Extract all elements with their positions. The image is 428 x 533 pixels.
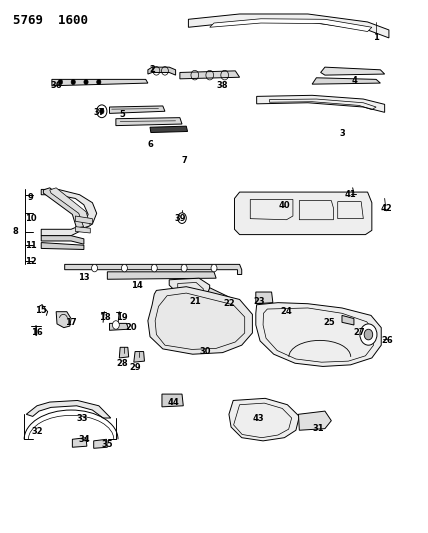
Text: 30: 30 [200, 347, 211, 356]
Circle shape [178, 213, 186, 223]
Text: 2: 2 [149, 66, 155, 74]
Polygon shape [312, 78, 380, 84]
Polygon shape [116, 118, 182, 126]
Polygon shape [50, 188, 90, 228]
Polygon shape [56, 312, 71, 328]
Text: 4: 4 [352, 76, 358, 85]
Text: 21: 21 [189, 296, 201, 305]
Polygon shape [162, 394, 183, 407]
Text: 3: 3 [339, 129, 345, 138]
Polygon shape [148, 287, 253, 354]
Polygon shape [110, 324, 129, 330]
Polygon shape [342, 316, 354, 325]
Polygon shape [52, 79, 148, 86]
Polygon shape [41, 236, 84, 244]
Text: 41: 41 [345, 190, 357, 199]
Polygon shape [107, 272, 216, 279]
Text: 32: 32 [31, 427, 43, 436]
Polygon shape [210, 19, 372, 31]
Polygon shape [235, 192, 372, 235]
Circle shape [181, 264, 187, 272]
Polygon shape [41, 243, 84, 249]
Polygon shape [188, 14, 389, 38]
Text: 1: 1 [373, 34, 379, 43]
Text: 25: 25 [323, 318, 335, 327]
Text: 11: 11 [25, 241, 36, 250]
Text: 19: 19 [116, 312, 128, 321]
Polygon shape [208, 288, 238, 306]
Circle shape [92, 264, 98, 272]
Text: 6: 6 [147, 140, 153, 149]
Text: 8: 8 [13, 228, 18, 237]
Circle shape [364, 329, 373, 340]
Text: 34: 34 [78, 435, 90, 444]
Polygon shape [75, 216, 92, 224]
Circle shape [211, 264, 217, 272]
Text: 44: 44 [168, 398, 179, 407]
Circle shape [122, 264, 128, 272]
Text: 24: 24 [281, 307, 292, 316]
Text: 22: 22 [223, 299, 235, 308]
Polygon shape [119, 348, 129, 358]
Text: 16: 16 [31, 328, 43, 337]
Polygon shape [26, 400, 111, 418]
Polygon shape [110, 106, 165, 114]
Polygon shape [65, 264, 242, 274]
Text: 7: 7 [181, 156, 187, 165]
Circle shape [71, 79, 75, 85]
Polygon shape [94, 439, 107, 448]
Text: 43: 43 [253, 414, 265, 423]
Text: 28: 28 [116, 359, 128, 368]
Text: 15: 15 [36, 305, 47, 314]
Text: 20: 20 [125, 323, 137, 332]
Circle shape [360, 324, 377, 345]
Polygon shape [229, 398, 299, 441]
Text: 26: 26 [381, 336, 392, 345]
Circle shape [58, 79, 62, 85]
Text: 18: 18 [99, 312, 111, 321]
Text: 13: 13 [78, 273, 90, 281]
Polygon shape [134, 352, 145, 362]
Text: 42: 42 [381, 204, 392, 213]
Text: 37: 37 [93, 108, 104, 117]
Text: 17: 17 [65, 318, 77, 327]
Polygon shape [256, 303, 381, 367]
Circle shape [100, 109, 104, 114]
Text: 10: 10 [25, 214, 36, 223]
Polygon shape [148, 67, 175, 75]
Polygon shape [180, 71, 240, 79]
Text: 31: 31 [313, 424, 324, 433]
Polygon shape [169, 278, 210, 305]
Text: 38: 38 [217, 81, 228, 90]
Polygon shape [298, 411, 331, 430]
Text: 5: 5 [119, 110, 125, 119]
Text: 14: 14 [131, 280, 143, 289]
Polygon shape [256, 292, 273, 304]
Text: 23: 23 [253, 296, 265, 305]
Polygon shape [43, 188, 84, 228]
Text: 5769  1600: 5769 1600 [14, 14, 89, 27]
Polygon shape [41, 189, 97, 236]
Circle shape [84, 79, 88, 85]
Text: 9: 9 [28, 193, 33, 202]
Text: 40: 40 [279, 201, 290, 210]
Circle shape [151, 264, 157, 272]
Polygon shape [75, 227, 90, 233]
Polygon shape [72, 438, 87, 447]
Text: 35: 35 [101, 440, 113, 449]
Text: 39: 39 [174, 214, 186, 223]
Text: 36: 36 [51, 81, 62, 90]
Text: 33: 33 [76, 414, 87, 423]
Circle shape [97, 79, 101, 85]
Circle shape [113, 321, 119, 329]
Text: 29: 29 [129, 363, 141, 372]
Polygon shape [321, 67, 385, 75]
Text: 27: 27 [353, 328, 365, 337]
Polygon shape [150, 126, 187, 133]
Polygon shape [257, 95, 385, 112]
Circle shape [97, 105, 107, 118]
Text: 12: 12 [25, 257, 36, 265]
